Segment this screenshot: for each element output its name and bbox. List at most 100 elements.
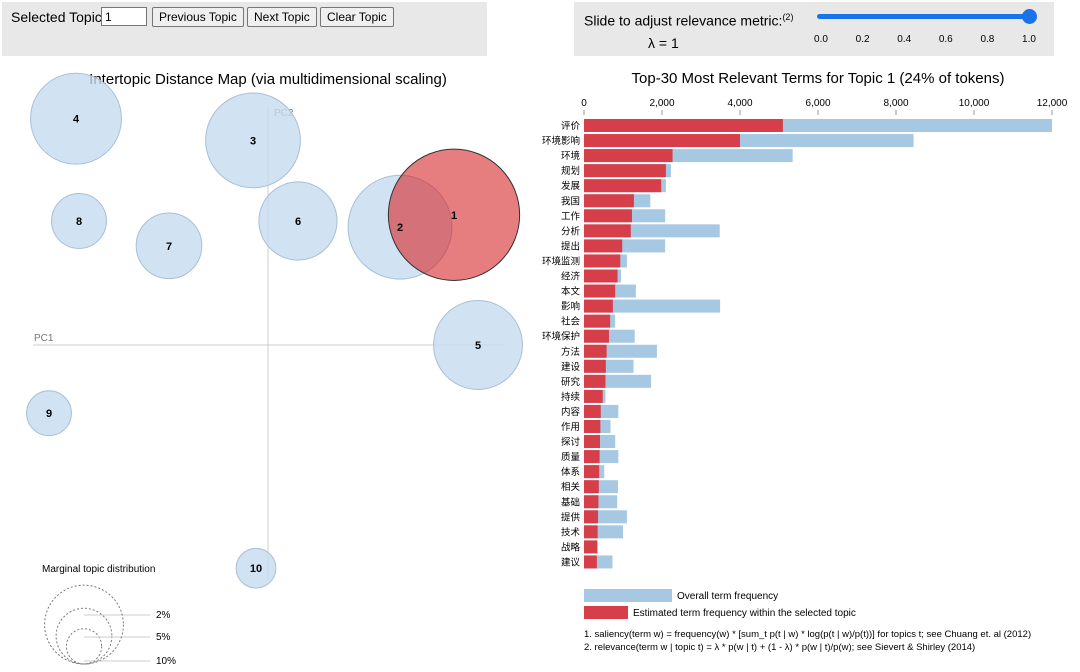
topic-bar-3[interactable] (584, 164, 666, 178)
term-label-9[interactable]: 环境监测 (542, 255, 580, 267)
term-label-24[interactable]: 相关 (561, 481, 581, 493)
marginal-label-2: 10% (156, 656, 176, 667)
topic-bubble-3[interactable] (205, 92, 301, 189)
topic-bar-23[interactable] (584, 465, 600, 479)
topic-bubble-7[interactable] (135, 212, 203, 280)
term-label-21[interactable]: 探讨 (561, 436, 581, 448)
term-label-23[interactable]: 体系 (561, 466, 580, 478)
topic-bar-28[interactable] (584, 540, 598, 554)
topic-bar-26[interactable] (584, 510, 599, 524)
term-label-3[interactable]: 规划 (561, 165, 580, 177)
term-label-22[interactable]: 质量 (561, 451, 581, 463)
clear-topic-button[interactable]: Clear Topic (320, 7, 394, 27)
slider-tick-3: 0.6 (938, 34, 953, 45)
term-label-25[interactable]: 基础 (561, 496, 580, 508)
topic-bar-14[interactable] (584, 329, 609, 343)
term-label-6[interactable]: 工作 (561, 210, 581, 222)
topic-bar-11[interactable] (584, 284, 616, 298)
topic-bar-16[interactable] (584, 359, 606, 373)
relevance-slider-track[interactable] (817, 14, 1030, 19)
footnote-relevance: 2. relevance(term w | topic t) = λ * p(w… (584, 642, 975, 653)
term-label-7[interactable]: 分析 (561, 225, 581, 237)
term-label-12[interactable]: 影响 (561, 301, 580, 313)
previous-topic-button[interactable]: Previous Topic (152, 7, 244, 27)
term-label-27[interactable]: 技术 (561, 526, 581, 538)
term-label-16[interactable]: 建设 (561, 361, 581, 373)
marginal-label-1: 5% (156, 632, 171, 643)
topic-bubbles: 1 2 3 4 5 6 7 8 9 10 (26, 72, 523, 589)
footnote-saliency: 1. saliency(term w) = frequency(w) * [su… (584, 629, 1031, 640)
term-label-8[interactable]: 提出 (561, 240, 580, 252)
topic-bar-29[interactable] (584, 555, 597, 569)
topic-bar-22[interactable] (584, 450, 600, 464)
bar-chart-bars: 评价环境影响环境规划发展我国工作分析提出环境监测经济本文影响社会环境保护方法建设… (542, 119, 1052, 569)
relevant-terms-title: Top-30 Most Relevant Terms for Topic 1 (… (632, 70, 1005, 87)
topic-bar-20[interactable] (584, 420, 601, 433)
topic-label-6: 6 (295, 216, 301, 228)
topic-label-4: 4 (73, 114, 80, 126)
topic-bar-1[interactable] (584, 134, 740, 148)
topic-bar-5[interactable] (584, 194, 634, 208)
topic-bubble-6[interactable] (258, 181, 338, 261)
topic-bar-10[interactable] (584, 269, 618, 283)
topic-bar-0[interactable] (584, 119, 783, 132)
topic-bubble-5[interactable] (433, 300, 523, 390)
selected-topic-input[interactable] (101, 7, 147, 26)
term-label-2[interactable]: 环境 (561, 150, 581, 162)
term-label-14[interactable]: 环境保护 (542, 331, 580, 343)
relevance-slider-thumb[interactable] (1022, 9, 1037, 24)
topic-bar-24[interactable] (584, 480, 599, 494)
topic-bubble-10[interactable] (235, 547, 277, 589)
term-label-1[interactable]: 环境影响 (542, 135, 580, 147)
term-label-17[interactable]: 研究 (561, 376, 581, 388)
term-label-10[interactable]: 经济 (561, 271, 581, 283)
slider-tick-1: 0.2 (855, 34, 870, 45)
topic-bar-25[interactable] (584, 495, 599, 509)
topic-label-7: 7 (166, 241, 172, 253)
term-label-15[interactable]: 方法 (561, 346, 580, 358)
topic-label-10: 10 (250, 563, 262, 575)
term-label-29[interactable]: 建议 (561, 556, 581, 568)
relevance-slider-label-text: Slide to adjust relevance metric: (584, 12, 783, 29)
topic-bar-19[interactable] (584, 404, 601, 418)
term-label-5[interactable]: 我国 (561, 196, 580, 207)
topic-bubble-4[interactable] (30, 72, 122, 165)
topic-bar-21[interactable] (584, 435, 600, 449)
topic-bubble-9[interactable] (26, 390, 72, 437)
term-label-28[interactable]: 战略 (561, 541, 581, 553)
relevance-slider-label: Slide to adjust relevance metric:(2) (584, 12, 793, 29)
x-tick-label-3: 6,000 (805, 98, 830, 109)
topic-bar-15[interactable] (584, 344, 607, 358)
term-label-4[interactable]: 发展 (561, 180, 581, 192)
topic-bar-2[interactable] (584, 149, 673, 163)
term-label-20[interactable]: 作用 (561, 421, 580, 433)
slider-footnote-marker: (2) (782, 12, 794, 22)
marginal-circle-2 (44, 584, 124, 665)
term-label-18[interactable]: 持续 (561, 391, 581, 403)
topic-label-8: 8 (76, 216, 82, 228)
intertopic-map-title: Intertopic Distance Map (via multidimens… (89, 71, 447, 88)
term-label-11[interactable]: 本文 (561, 286, 581, 298)
term-label-0[interactable]: 评价 (561, 121, 581, 132)
topic-bar-4[interactable] (584, 179, 662, 193)
topic-bar-6[interactable] (584, 209, 632, 223)
topic-bar-8[interactable] (584, 239, 623, 253)
x-tick-label-2: 4,000 (727, 98, 752, 109)
topic-bar-12[interactable] (584, 299, 613, 313)
topic-bar-17[interactable] (584, 374, 606, 388)
overall-bar-12[interactable] (584, 299, 721, 313)
selected-topic-label: Selected Topic: (11, 9, 106, 25)
term-label-19[interactable]: 内容 (561, 406, 581, 418)
topic-bar-27[interactable] (584, 525, 598, 539)
term-label-26[interactable]: 提供 (561, 511, 581, 523)
topic-bar-7[interactable] (584, 224, 631, 238)
topic-bar-18[interactable] (584, 389, 603, 403)
topic-bar-13[interactable] (584, 314, 611, 328)
next-topic-button[interactable]: Next Topic (247, 7, 317, 27)
topic-bubble-8[interactable] (51, 193, 107, 249)
term-label-13[interactable]: 社会 (561, 316, 581, 328)
topic-bar-9[interactable] (584, 254, 621, 268)
legend-overall-swatch (584, 589, 672, 602)
topic-bubble-1[interactable] (387, 148, 521, 281)
